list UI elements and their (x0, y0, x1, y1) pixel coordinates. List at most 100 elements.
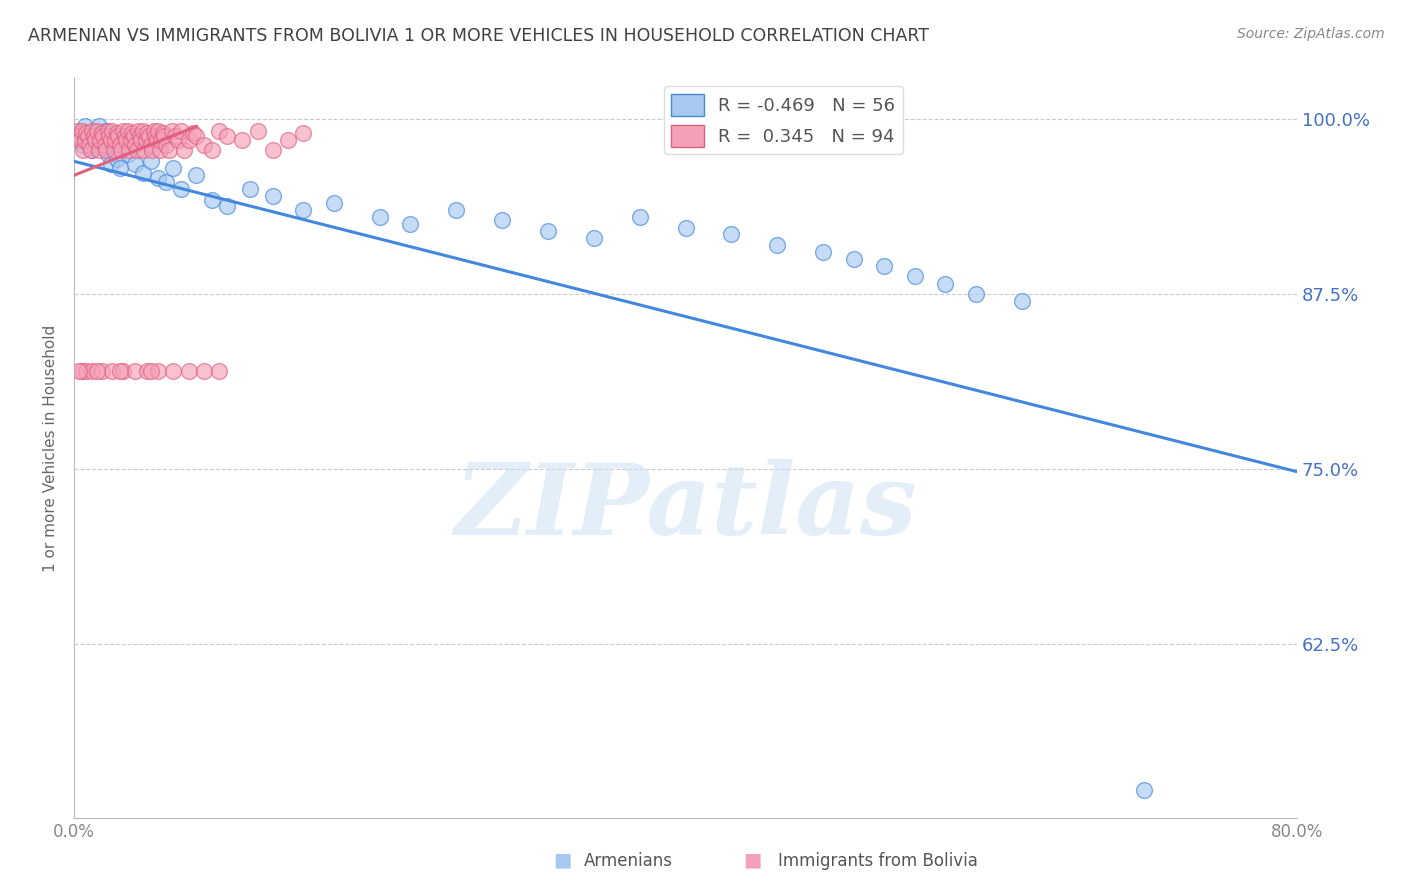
Point (139, 137, 162, 152)
Point (186, 129, 208, 144)
Point (124, 157, 146, 171)
Point (79, 137, 101, 152)
Point (75, 127, 97, 141)
Point (720, 227, 742, 241)
Point (132, 123, 155, 137)
Y-axis label: 1 or more Vehicles in Household: 1 or more Vehicles in Household (44, 325, 58, 572)
Point (114, 129, 136, 144)
Point (87, 143, 110, 157)
Text: Armenians: Armenians (583, 852, 672, 870)
Point (73, 120, 96, 134)
Point (153, 129, 176, 144)
Point (208, 364, 231, 378)
Point (155, 175, 177, 189)
Point (111, 364, 134, 378)
Point (66, 123, 89, 137)
Point (97, 147, 120, 161)
Point (628, 211, 651, 225)
Point (125, 143, 148, 157)
Point (139, 154, 162, 169)
Point (173, 143, 195, 157)
Point (86, 123, 108, 137)
Text: ZIPatlas: ZIPatlas (454, 459, 917, 556)
Point (108, 364, 131, 378)
Point (101, 364, 124, 378)
Legend: R = -0.469   N = 56, R =  0.345   N = 94: R = -0.469 N = 56, R = 0.345 N = 94 (664, 87, 903, 154)
Point (132, 165, 155, 179)
Point (101, 123, 124, 137)
Point (121, 127, 143, 141)
Point (135, 133, 157, 147)
Point (73, 133, 96, 147)
Point (84, 129, 107, 144)
Point (86, 364, 108, 378)
Point (69, 133, 91, 147)
Point (108, 137, 131, 152)
Point (231, 133, 253, 147)
Point (139, 364, 162, 378)
Point (72, 143, 94, 157)
Point (67, 364, 90, 378)
Point (67, 127, 90, 141)
Point (177, 364, 200, 378)
Point (124, 137, 146, 152)
Point (152, 127, 174, 141)
Point (215, 199, 238, 213)
Point (157, 143, 180, 157)
Point (146, 171, 169, 186)
Point (766, 238, 789, 252)
Point (150, 133, 173, 147)
Point (162, 364, 184, 378)
Point (75, 364, 97, 378)
Point (118, 143, 141, 157)
Point (1011, 294, 1033, 309)
Point (79, 133, 101, 147)
Point (98, 129, 121, 144)
Point (89, 133, 111, 147)
Point (104, 133, 127, 147)
Point (239, 182, 262, 196)
Point (83, 129, 105, 144)
Point (215, 129, 238, 144)
Point (122, 129, 145, 144)
Point (107, 129, 129, 144)
Point (193, 137, 215, 152)
Point (262, 143, 284, 157)
Point (170, 123, 193, 137)
Point (96, 143, 118, 157)
Point (208, 123, 231, 137)
Point (117, 147, 139, 161)
Point (582, 231, 605, 245)
Point (149, 143, 172, 157)
Point (368, 211, 391, 225)
Point (201, 143, 224, 157)
Point (167, 133, 190, 147)
Point (86, 133, 108, 147)
Point (134, 143, 156, 157)
Point (103, 140, 125, 154)
Point (142, 123, 165, 137)
Point (100, 133, 122, 147)
Point (97, 123, 120, 137)
Point (934, 277, 956, 292)
Point (124, 364, 146, 378)
Point (136, 127, 159, 141)
Point (177, 133, 200, 147)
Point (93, 137, 115, 152)
Point (145, 133, 167, 147)
Point (90, 127, 112, 141)
Point (82, 123, 104, 137)
Point (115, 133, 138, 147)
Point (965, 287, 987, 301)
Point (110, 143, 132, 157)
Point (75, 127, 97, 141)
Point (873, 259, 896, 273)
Point (80, 143, 103, 157)
Point (89, 127, 111, 141)
Point (67, 129, 90, 144)
Point (146, 364, 169, 378)
Point (143, 129, 166, 144)
Point (108, 161, 131, 176)
Point (70, 364, 93, 378)
Point (811, 245, 834, 260)
